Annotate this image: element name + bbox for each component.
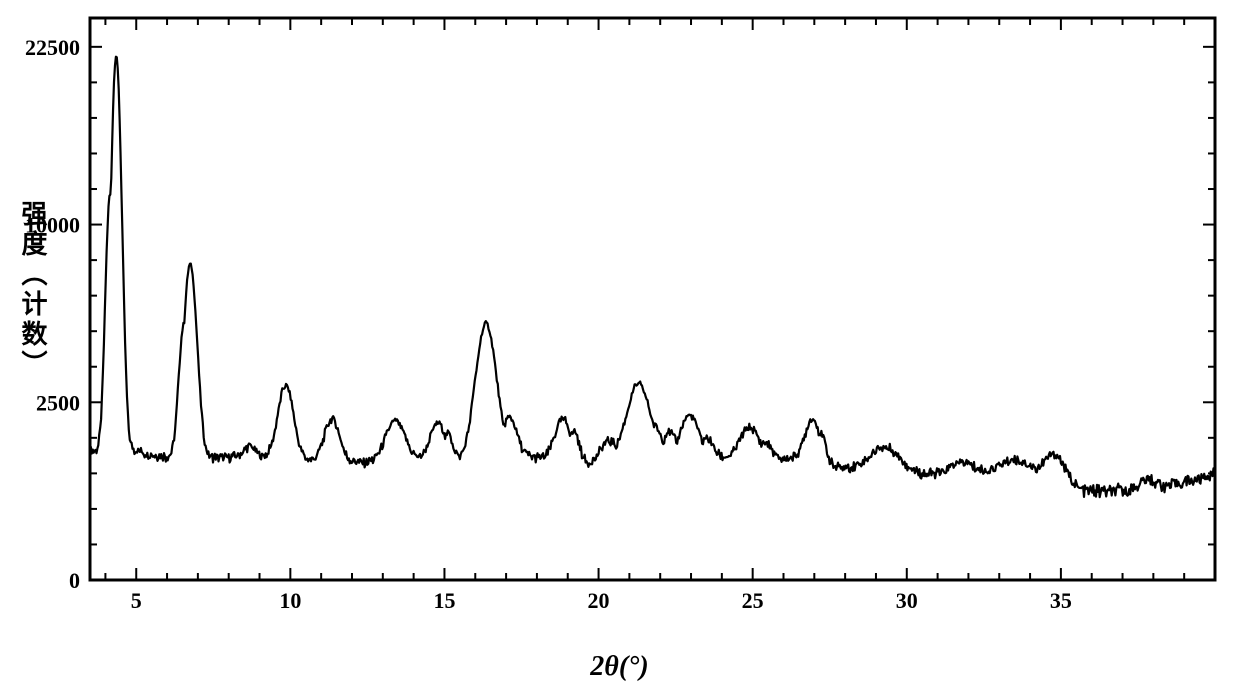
svg-text:30: 30 (896, 588, 918, 613)
svg-text:35: 35 (1050, 588, 1072, 613)
svg-text:20: 20 (588, 588, 610, 613)
svg-text:25: 25 (742, 588, 764, 613)
xrd-chart-svg: 5101520253035025001000022500 (0, 0, 1239, 693)
svg-text:5: 5 (131, 588, 142, 613)
svg-text:2500: 2500 (36, 390, 80, 415)
x-axis-label: 2θ(°) (0, 651, 1239, 683)
svg-text:0: 0 (69, 568, 80, 593)
svg-text:22500: 22500 (25, 35, 80, 60)
y-axis-label: 强度（计数） (14, 200, 51, 380)
svg-text:10: 10 (279, 588, 301, 613)
svg-text:15: 15 (433, 588, 455, 613)
chart-container: 5101520253035025001000022500 强度（计数） 2θ(°… (0, 0, 1239, 693)
